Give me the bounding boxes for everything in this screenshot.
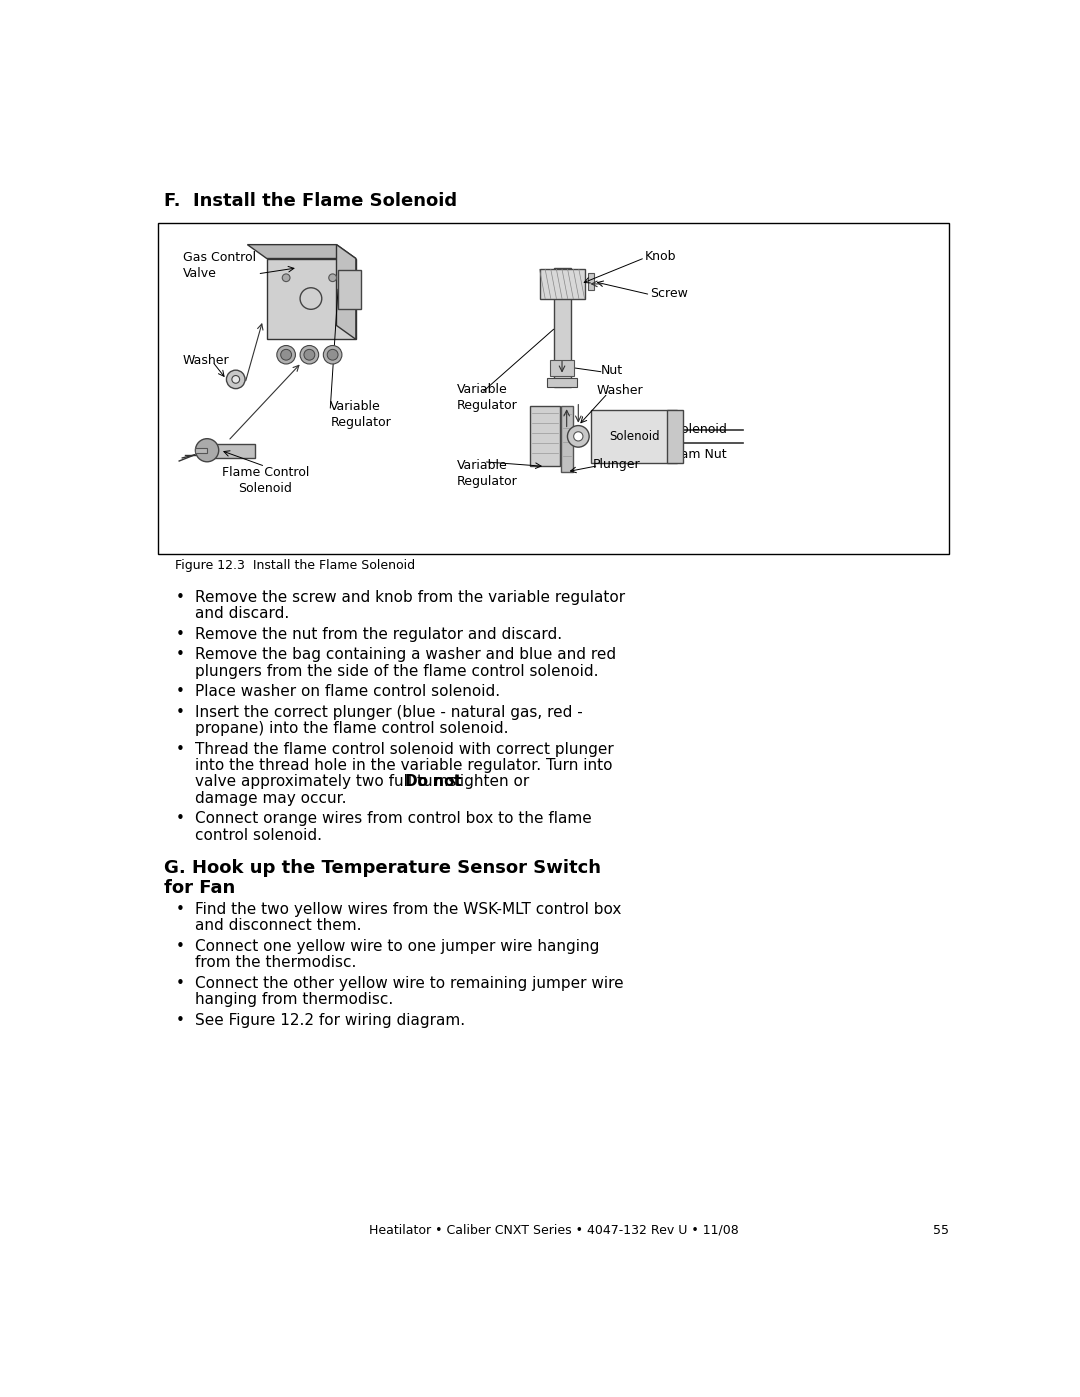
Text: •: • [175, 977, 185, 990]
Circle shape [276, 345, 296, 365]
Circle shape [328, 274, 337, 282]
Text: Heatilator • Caliber CNXT Series • 4047-132 Rev U • 11/08: Heatilator • Caliber CNXT Series • 4047-… [368, 1224, 739, 1236]
Bar [554, 268, 570, 387]
Circle shape [227, 370, 245, 388]
Polygon shape [247, 244, 356, 258]
Text: G. Hook up the Temperature Sensor Switch: G. Hook up the Temperature Sensor Switch [164, 859, 602, 877]
Bar [548, 377, 577, 387]
Circle shape [303, 349, 314, 360]
Text: Connect one yellow wire to one jumper wire hanging: Connect one yellow wire to one jumper wi… [194, 939, 599, 954]
Bar [267, 258, 356, 339]
Bar [551, 360, 573, 376]
Text: Place washer on flame control solenoid.: Place washer on flame control solenoid. [194, 685, 500, 700]
Text: See Figure 12.2 for wiring diagram.: See Figure 12.2 for wiring diagram. [194, 1013, 464, 1028]
Circle shape [323, 345, 342, 365]
Text: Screw: Screw [650, 286, 688, 299]
Text: •: • [175, 590, 185, 605]
Text: Nut: Nut [600, 363, 623, 377]
Text: Variable
Regulator: Variable Regulator [457, 383, 517, 412]
Text: Gas Control
Valve: Gas Control Valve [183, 251, 256, 279]
Text: damage may occur.: damage may occur. [194, 791, 347, 806]
Text: Connect the other yellow wire to remaining jumper wire: Connect the other yellow wire to remaini… [194, 977, 623, 990]
Text: •: • [175, 1013, 185, 1028]
Text: Flame Control
Solenoid: Flame Control Solenoid [221, 467, 309, 496]
Text: •: • [175, 685, 185, 700]
Text: •: • [175, 939, 185, 954]
Text: Remove the bag containing a washer and blue and red: Remove the bag containing a washer and b… [194, 647, 616, 662]
Text: Thread the flame control solenoid with correct plunger: Thread the flame control solenoid with c… [194, 742, 613, 757]
Text: for Fan: for Fan [164, 879, 235, 897]
Text: hanging from thermodisc.: hanging from thermodisc. [194, 992, 393, 1007]
Circle shape [327, 349, 338, 360]
Bar [540, 270, 584, 299]
Polygon shape [337, 244, 356, 339]
Text: Variable
Regulator: Variable Regulator [457, 458, 517, 488]
Text: Do not: Do not [405, 774, 461, 789]
Text: Washer: Washer [183, 353, 230, 366]
Circle shape [573, 432, 583, 441]
Text: Remove the nut from the regulator and discard.: Remove the nut from the regulator and di… [194, 627, 562, 641]
Bar [213, 444, 255, 458]
Text: Find the two yellow wires from the WSK-MLT control box: Find the two yellow wires from the WSK-M… [194, 902, 621, 918]
Text: Insert the correct plunger (blue - natural gas, red -: Insert the correct plunger (blue - natur… [194, 705, 582, 719]
Circle shape [195, 439, 218, 462]
Text: Jam Nut: Jam Nut [677, 448, 727, 461]
Bar [159, 224, 948, 555]
Text: Solenoid: Solenoid [609, 430, 660, 443]
Text: tighten or: tighten or [449, 774, 529, 789]
Bar [592, 411, 677, 462]
Text: plungers from the side of the flame control solenoid.: plungers from the side of the flame cont… [194, 664, 598, 679]
Circle shape [282, 274, 291, 282]
Text: 55: 55 [933, 1224, 948, 1236]
Text: Remove the screw and knob from the variable regulator: Remove the screw and knob from the varia… [194, 590, 625, 605]
Text: Plunger: Plunger [592, 458, 639, 471]
Text: •: • [175, 705, 185, 719]
Circle shape [300, 345, 319, 365]
Text: from the thermodisc.: from the thermodisc. [194, 956, 356, 971]
Text: Solenoid: Solenoid [674, 423, 728, 436]
Text: Figure 12.3  Install the Flame Solenoid: Figure 12.3 Install the Flame Solenoid [175, 559, 416, 571]
Text: Connect orange wires from control box to the flame: Connect orange wires from control box to… [194, 812, 592, 827]
Text: •: • [175, 742, 185, 757]
Text: •: • [175, 647, 185, 662]
Circle shape [567, 426, 590, 447]
Text: •: • [175, 902, 185, 918]
Bar [667, 411, 683, 462]
Text: •: • [175, 812, 185, 827]
Text: into the thread hole in the variable regulator. Turn into: into the thread hole in the variable reg… [194, 759, 612, 773]
Text: and disconnect them.: and disconnect them. [194, 918, 361, 933]
Text: Washer: Washer [597, 384, 644, 397]
Text: Variable
Regulator: Variable Regulator [330, 400, 391, 429]
Circle shape [281, 349, 292, 360]
Bar [338, 270, 362, 309]
Text: and discard.: and discard. [194, 606, 289, 620]
Text: •: • [175, 627, 185, 641]
Bar [194, 448, 207, 453]
Bar [562, 407, 572, 472]
Bar [588, 274, 594, 291]
Text: Knob: Knob [645, 250, 676, 263]
Text: F.  Install the Flame Solenoid: F. Install the Flame Solenoid [164, 191, 458, 210]
Bar [530, 407, 559, 467]
Circle shape [232, 376, 240, 383]
Text: valve approximately two full turns.: valve approximately two full turns. [194, 774, 465, 789]
Text: propane) into the flame control solenoid.: propane) into the flame control solenoid… [194, 721, 509, 736]
Text: control solenoid.: control solenoid. [194, 827, 322, 842]
